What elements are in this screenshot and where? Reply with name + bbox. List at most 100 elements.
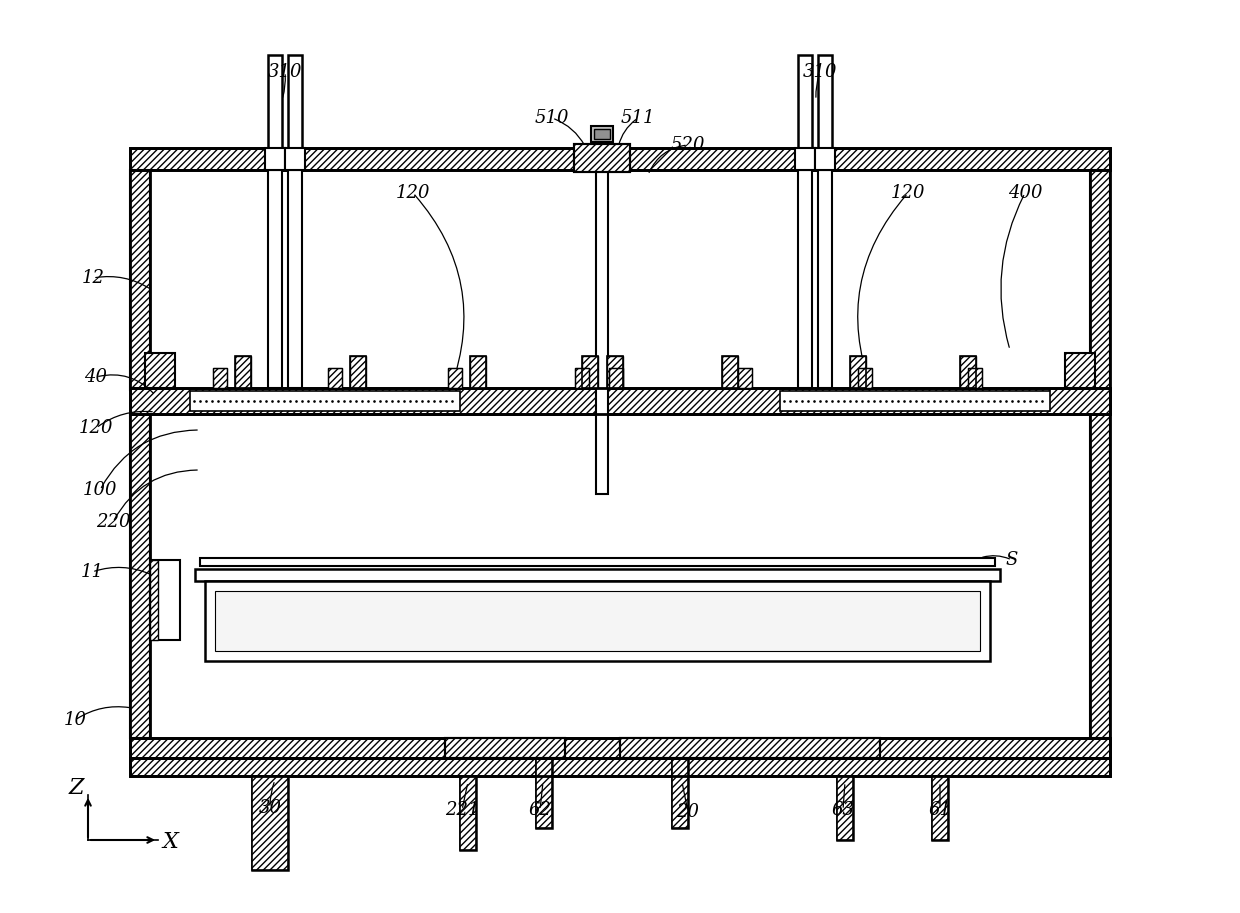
Text: 120: 120 bbox=[890, 184, 925, 202]
Bar bbox=[1090, 170, 1110, 390]
Bar bbox=[795, 148, 815, 170]
Text: 120: 120 bbox=[79, 419, 113, 437]
Bar bbox=[130, 170, 150, 390]
Bar bbox=[799, 55, 812, 148]
Bar bbox=[596, 170, 608, 494]
Bar bbox=[150, 560, 157, 640]
Text: 10: 10 bbox=[63, 711, 87, 729]
Bar bbox=[215, 591, 980, 651]
Text: 20: 20 bbox=[677, 803, 699, 821]
Bar bbox=[195, 569, 999, 581]
Text: 63: 63 bbox=[832, 801, 854, 819]
Bar bbox=[150, 560, 180, 640]
Bar bbox=[329, 368, 342, 388]
Bar bbox=[200, 558, 994, 566]
Bar bbox=[722, 356, 738, 388]
Bar bbox=[1090, 414, 1110, 738]
Bar bbox=[470, 356, 486, 388]
Bar bbox=[130, 414, 150, 738]
Bar bbox=[329, 368, 342, 388]
Bar bbox=[130, 388, 1110, 414]
Text: 220: 220 bbox=[95, 513, 130, 531]
Text: 12: 12 bbox=[82, 269, 104, 287]
Bar bbox=[738, 368, 751, 388]
Bar bbox=[591, 126, 613, 142]
Bar bbox=[265, 148, 285, 170]
Bar bbox=[350, 356, 366, 388]
Text: 100: 100 bbox=[83, 481, 118, 499]
Bar bbox=[130, 148, 1110, 170]
Bar bbox=[960, 356, 976, 388]
Bar bbox=[594, 129, 610, 139]
Bar bbox=[252, 776, 288, 870]
Bar bbox=[130, 758, 1110, 776]
Bar bbox=[815, 148, 835, 170]
Bar bbox=[150, 170, 1090, 390]
Bar bbox=[130, 738, 1110, 758]
Bar bbox=[288, 170, 303, 388]
Bar bbox=[722, 356, 738, 388]
Bar bbox=[130, 738, 1110, 758]
Bar bbox=[620, 738, 880, 758]
Text: 310: 310 bbox=[802, 63, 837, 81]
Bar bbox=[837, 776, 853, 840]
Bar bbox=[470, 356, 486, 388]
Bar bbox=[268, 170, 281, 388]
Text: 511: 511 bbox=[621, 109, 655, 127]
Bar bbox=[350, 356, 366, 388]
Bar bbox=[205, 581, 990, 661]
Bar bbox=[582, 356, 598, 388]
Text: 61: 61 bbox=[929, 801, 951, 819]
Bar bbox=[150, 414, 1090, 738]
Bar bbox=[1090, 414, 1110, 738]
Bar bbox=[780, 391, 1050, 411]
Text: 62: 62 bbox=[528, 801, 552, 819]
Bar bbox=[130, 388, 1110, 414]
Bar bbox=[609, 368, 622, 388]
Bar bbox=[460, 776, 476, 850]
Bar bbox=[574, 144, 630, 172]
Bar bbox=[460, 776, 476, 850]
Bar bbox=[1090, 170, 1110, 390]
Bar bbox=[608, 356, 622, 388]
Text: 11: 11 bbox=[81, 563, 103, 581]
Bar bbox=[672, 738, 688, 828]
Bar bbox=[738, 368, 751, 388]
Text: 510: 510 bbox=[534, 109, 569, 127]
Bar bbox=[858, 368, 872, 388]
Bar bbox=[672, 738, 688, 828]
Bar bbox=[932, 776, 949, 840]
Bar bbox=[608, 356, 622, 388]
Bar bbox=[1065, 353, 1095, 388]
Bar bbox=[236, 356, 250, 388]
Bar bbox=[960, 356, 976, 388]
Bar bbox=[575, 368, 589, 388]
Text: 520: 520 bbox=[671, 136, 706, 154]
Bar bbox=[445, 738, 565, 758]
Text: 221: 221 bbox=[445, 801, 479, 819]
Text: S: S bbox=[1006, 551, 1018, 569]
Bar bbox=[448, 368, 463, 388]
Bar bbox=[145, 353, 175, 388]
Bar bbox=[448, 368, 463, 388]
Bar bbox=[236, 356, 250, 388]
Bar bbox=[130, 148, 1110, 170]
Bar bbox=[818, 55, 832, 148]
Bar bbox=[858, 368, 872, 388]
Text: 310: 310 bbox=[268, 63, 303, 81]
Text: X: X bbox=[162, 831, 177, 853]
Bar bbox=[252, 776, 288, 870]
Bar bbox=[268, 55, 281, 148]
Bar bbox=[574, 144, 630, 172]
Bar bbox=[837, 776, 853, 840]
Text: 120: 120 bbox=[396, 184, 430, 202]
Bar bbox=[130, 414, 150, 738]
Bar bbox=[285, 148, 305, 170]
Bar bbox=[620, 738, 880, 758]
Bar bbox=[213, 368, 227, 388]
Text: 400: 400 bbox=[1008, 184, 1043, 202]
Bar bbox=[932, 776, 949, 840]
Text: 40: 40 bbox=[84, 368, 108, 386]
Text: Z: Z bbox=[68, 777, 84, 799]
Bar bbox=[145, 353, 175, 388]
